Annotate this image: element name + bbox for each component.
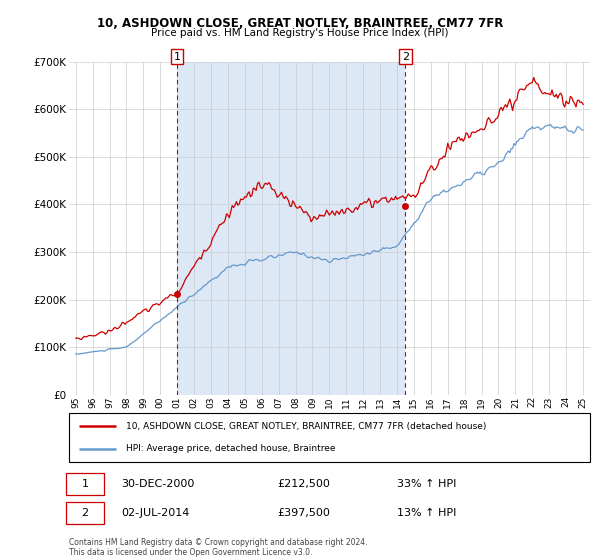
Text: 2: 2	[82, 508, 89, 518]
Text: 02-JUL-2014: 02-JUL-2014	[121, 508, 190, 518]
Text: £212,500: £212,500	[277, 479, 330, 489]
Bar	[177, 62, 406, 395]
Text: 33% ↑ HPI: 33% ↑ HPI	[397, 479, 457, 489]
Text: This data is licensed under the Open Government Licence v3.0.: This data is licensed under the Open Gov…	[69, 548, 313, 557]
Text: 2: 2	[402, 52, 409, 62]
Text: 1: 1	[82, 479, 89, 489]
FancyBboxPatch shape	[69, 413, 590, 462]
FancyBboxPatch shape	[67, 502, 104, 524]
Text: £397,500: £397,500	[277, 508, 330, 518]
Text: 30-DEC-2000: 30-DEC-2000	[121, 479, 194, 489]
Text: 10, ASHDOWN CLOSE, GREAT NOTLEY, BRAINTREE, CM77 7FR: 10, ASHDOWN CLOSE, GREAT NOTLEY, BRAINTR…	[97, 17, 503, 30]
Text: Contains HM Land Registry data © Crown copyright and database right 2024.: Contains HM Land Registry data © Crown c…	[69, 538, 367, 547]
Text: 13% ↑ HPI: 13% ↑ HPI	[397, 508, 457, 518]
Text: 1: 1	[174, 52, 181, 62]
Text: 10, ASHDOWN CLOSE, GREAT NOTLEY, BRAINTREE, CM77 7FR (detached house): 10, ASHDOWN CLOSE, GREAT NOTLEY, BRAINTR…	[126, 422, 487, 431]
Text: Price paid vs. HM Land Registry's House Price Index (HPI): Price paid vs. HM Land Registry's House …	[151, 28, 449, 38]
Text: HPI: Average price, detached house, Braintree: HPI: Average price, detached house, Brai…	[126, 444, 336, 453]
FancyBboxPatch shape	[67, 473, 104, 495]
